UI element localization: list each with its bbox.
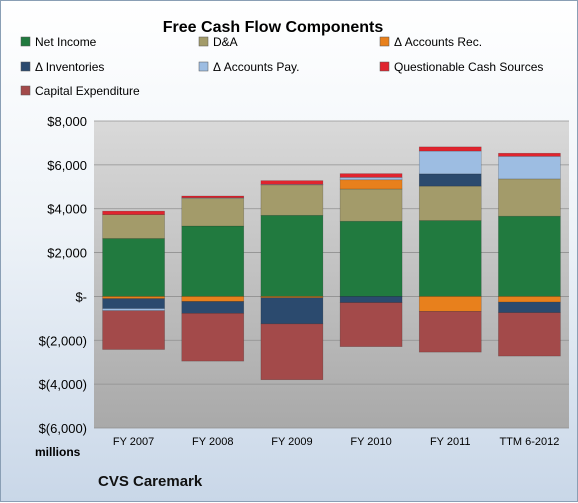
bar-capital-expenditure-ttm-6-2012 — [498, 312, 561, 357]
legend-swatch — [198, 36, 209, 47]
legend-swatch — [379, 36, 390, 47]
company-name: CVS Caremark — [98, 473, 203, 490]
bar-inventories-fy-2007 — [102, 298, 165, 309]
bar-inventories-fy-2011 — [418, 173, 482, 187]
bar-net-income-fy-2007 — [102, 238, 165, 297]
x-tick-label: FY 2011 — [430, 436, 471, 448]
x-tick-label: FY 2008 — [192, 436, 233, 448]
legend-item-capital-expenditure: Capital Expenditure — [20, 84, 140, 98]
bar-inventories-fy-2008 — [181, 301, 245, 314]
bar-questionable-cash-sources-fy-2008 — [181, 195, 245, 199]
legend: Net Income D&A Δ Accounts Rec. Δ Inventorie… — [20, 35, 543, 98]
bar-capital-expenditure-fy-2009 — [260, 323, 324, 381]
bar-d-a-fy-2007 — [102, 214, 165, 239]
bar-d-a-fy-2009 — [260, 184, 324, 216]
bar-accounts-pay-fy-2010 — [339, 177, 403, 181]
legend-item-accounts-rec: Δ Accounts Rec. — [379, 35, 482, 49]
y-axis-unit-label: millions — [35, 445, 81, 459]
y-tick-label: $(6,000) — [39, 421, 87, 436]
bar-questionable-cash-sources-fy-2009 — [260, 180, 324, 185]
bar-net-income-fy-2008 — [181, 225, 245, 297]
bar-accounts-rec-fy-2008 — [181, 296, 245, 302]
legend-item-inventories: Δ Inventories — [20, 60, 104, 74]
y-tick-label: $- — [75, 289, 87, 304]
legend-label: Δ Accounts Pay. — [213, 60, 300, 74]
bar-net-income-ttm-6-2012 — [498, 215, 561, 297]
bar-accounts-rec-fy-2010 — [339, 179, 403, 190]
bar-accounts-rec-ttm-6-2012 — [498, 296, 561, 303]
bar-questionable-cash-sources-ttm-6-2012 — [498, 152, 561, 157]
bar-inventories-fy-2009 — [260, 297, 324, 325]
legend-item-net-income: Net Income — [20, 35, 97, 49]
legend-swatch — [379, 61, 390, 72]
bar-net-income-fy-2011 — [418, 220, 482, 297]
legend-item-accounts-pay: Δ Accounts Pay. — [198, 60, 300, 74]
bar-accounts-rec-fy-2011 — [418, 296, 482, 312]
bar-capital-expenditure-fy-2010 — [339, 302, 403, 347]
y-axis: $8,000 $6,000 $4,000 $2,000 $- $(2,000) $(4,00… — [39, 114, 87, 436]
x-tick-label: FY 2007 — [113, 436, 154, 448]
bar-inventories-ttm-6-2012 — [498, 301, 561, 313]
y-tick-label: $2,000 — [47, 246, 87, 261]
legend-label: Net Income — [35, 35, 97, 49]
bar-d-a-ttm-6-2012 — [498, 178, 561, 217]
x-tick-label: FY 2009 — [271, 436, 312, 448]
legend-swatch — [198, 61, 209, 72]
bar-questionable-cash-sources-fy-2010 — [339, 173, 403, 178]
legend-label: D&A — [213, 35, 238, 49]
bar-accounts-rec-fy-2007 — [102, 296, 165, 299]
bar-accounts-pay-ttm-6-2012 — [498, 156, 561, 180]
bar-capital-expenditure-fy-2007 — [102, 310, 165, 350]
bar-d-a-fy-2010 — [339, 188, 403, 222]
plot-area — [94, 121, 569, 428]
legend-label: Δ Accounts Rec. — [394, 35, 482, 49]
bar-capital-expenditure-fy-2008 — [181, 313, 245, 362]
bar-d-a-fy-2011 — [418, 185, 482, 221]
legend-swatch — [20, 85, 31, 96]
bar-net-income-fy-2010 — [339, 220, 403, 297]
y-tick-label: $8,000 — [47, 114, 87, 129]
legend-label: Capital Expenditure — [35, 84, 140, 98]
bar-accounts-pay-fy-2011 — [418, 150, 482, 175]
legend-item-d-a: D&A — [198, 35, 238, 49]
bars — [102, 146, 561, 381]
bar-inventories-fy-2010 — [339, 296, 403, 303]
bar-d-a-fy-2008 — [181, 197, 245, 227]
bar-capital-expenditure-fy-2011 — [418, 311, 482, 353]
y-tick-label: $(2,000) — [39, 333, 87, 348]
legend-item-questionable-cash-sources: Questionable Cash Sources — [379, 60, 543, 74]
bar-net-income-fy-2009 — [260, 214, 324, 297]
y-tick-label: $6,000 — [47, 158, 87, 173]
y-tick-label: $4,000 — [47, 202, 87, 217]
chart-title: Free Cash Flow Components — [163, 19, 384, 36]
bar-questionable-cash-sources-fy-2011 — [418, 146, 482, 152]
bar-accounts-rec-fy-2009 — [260, 296, 324, 299]
bar-accounts-pay-fy-2007 — [102, 308, 165, 311]
legend-swatch — [20, 61, 31, 72]
legend-swatch — [20, 36, 31, 47]
y-tick-label: $(4,000) — [39, 377, 87, 392]
x-tick-label: FY 2010 — [350, 436, 391, 448]
legend-label: Questionable Cash Sources — [394, 60, 543, 74]
x-axis: FY 2007 FY 2008 FY 2009 FY 2010 FY 2011 TTM 6… — [113, 436, 559, 448]
legend-label: Δ Inventories — [35, 60, 104, 74]
gridlines — [94, 120, 569, 429]
x-tick-label: TTM 6-2012 — [499, 436, 559, 448]
bar-questionable-cash-sources-fy-2007 — [102, 210, 165, 215]
